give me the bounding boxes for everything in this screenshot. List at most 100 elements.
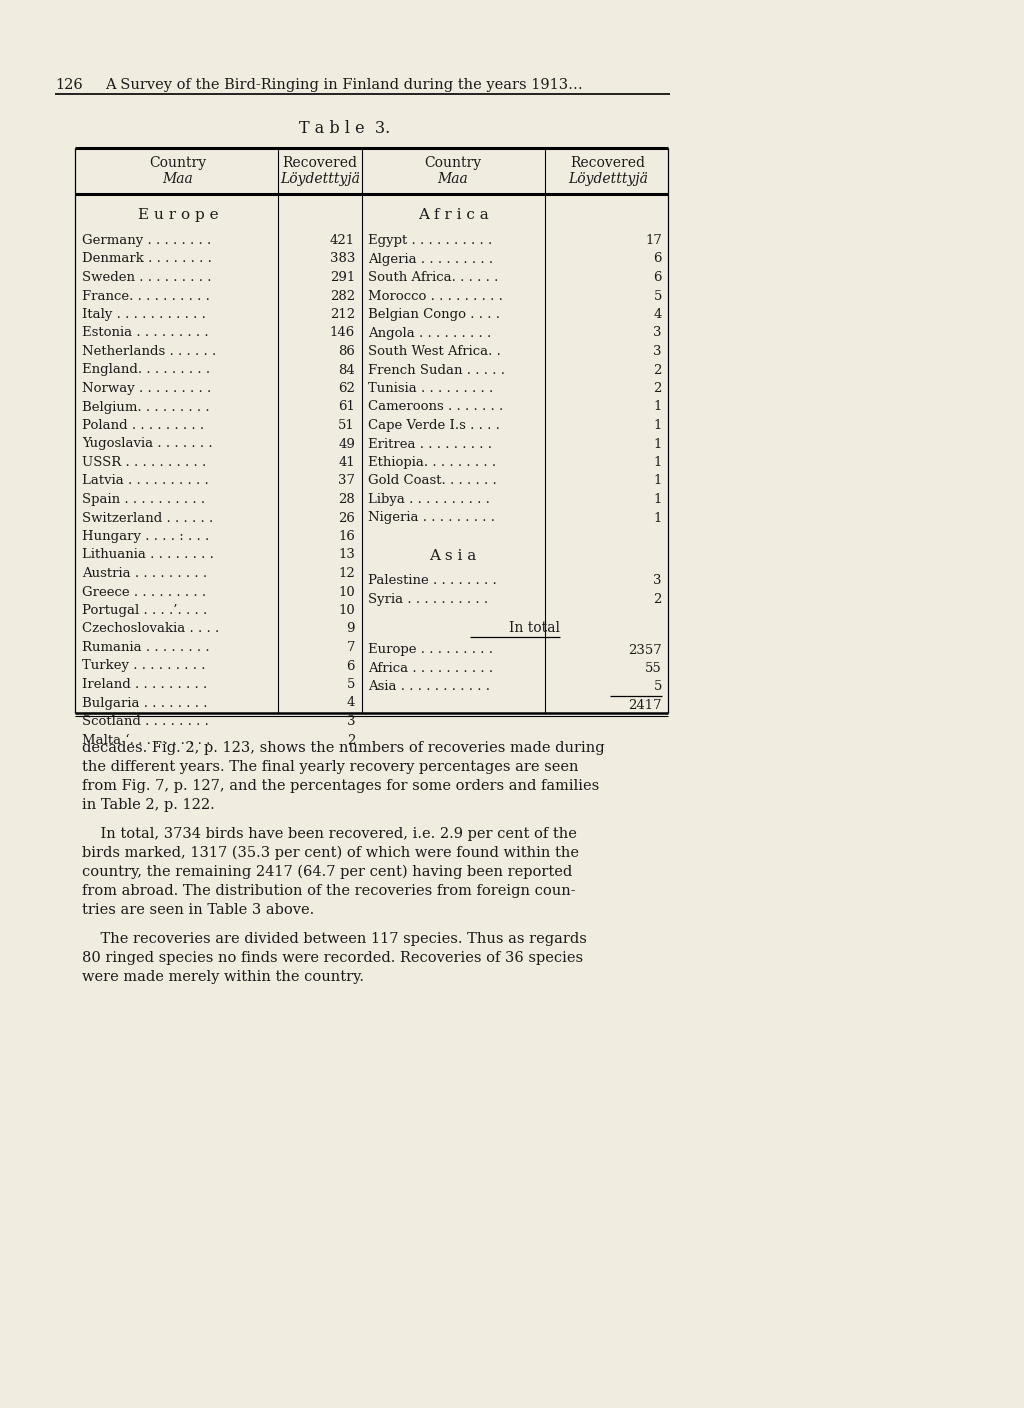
Text: Norway . . . . . . . . .: Norway . . . . . . . . .	[82, 382, 211, 396]
Text: Latvia . . . . . . . . . .: Latvia . . . . . . . . . .	[82, 474, 209, 487]
Text: Africa . . . . . . . . . .: Africa . . . . . . . . . .	[368, 662, 494, 674]
Text: Syria . . . . . . . . . .: Syria . . . . . . . . . .	[368, 593, 488, 605]
Text: 3: 3	[653, 327, 662, 339]
Text: Algeria . . . . . . . . .: Algeria . . . . . . . . .	[368, 252, 494, 266]
Text: Cape Verde I.s . . . .: Cape Verde I.s . . . .	[368, 420, 500, 432]
Text: Italy . . . . . . . . . . .: Italy . . . . . . . . . . .	[82, 308, 206, 321]
Text: Ireland . . . . . . . . .: Ireland . . . . . . . . .	[82, 679, 207, 691]
Text: Hungary . . . . : . . .: Hungary . . . . : . . .	[82, 529, 209, 543]
Text: Eritrea . . . . . . . . .: Eritrea . . . . . . . . .	[368, 438, 492, 451]
Text: Country: Country	[150, 156, 207, 170]
Text: Palestine . . . . . . . .: Palestine . . . . . . . .	[368, 574, 497, 587]
Text: A f r i c a: A f r i c a	[418, 208, 488, 222]
Text: 2: 2	[347, 734, 355, 746]
Text: Rumania . . . . . . . .: Rumania . . . . . . . .	[82, 641, 210, 653]
Text: 3: 3	[346, 715, 355, 728]
Text: 55: 55	[645, 662, 662, 674]
Text: France. . . . . . . . . .: France. . . . . . . . . .	[82, 290, 210, 303]
Text: Estonia . . . . . . . . .: Estonia . . . . . . . . .	[82, 327, 209, 339]
Text: Czechoslovakia . . . .: Czechoslovakia . . . .	[82, 622, 219, 635]
Text: 7: 7	[346, 641, 355, 653]
Text: the different years. The final yearly recovery percentages are seen: the different years. The final yearly re…	[82, 760, 579, 774]
Text: Cameroons . . . . . . .: Cameroons . . . . . . .	[368, 400, 503, 414]
Text: USSR . . . . . . . . . .: USSR . . . . . . . . . .	[82, 456, 206, 469]
Text: Sweden . . . . . . . . .: Sweden . . . . . . . . .	[82, 270, 212, 284]
Text: 1: 1	[653, 474, 662, 487]
Text: Morocco . . . . . . . . .: Morocco . . . . . . . . .	[368, 290, 503, 303]
Text: Country: Country	[424, 156, 481, 170]
Text: 421: 421	[330, 234, 355, 246]
Text: Portugal . . . .’. . . .: Portugal . . . .’. . . .	[82, 604, 207, 617]
Text: Löydetttyjä: Löydetttyjä	[568, 172, 648, 186]
Text: Yugoslavia . . . . . . .: Yugoslavia . . . . . . .	[82, 438, 213, 451]
Text: birds marked, 1317 (35.3 per cent) of which were found within the: birds marked, 1317 (35.3 per cent) of wh…	[82, 846, 579, 860]
Text: 28: 28	[338, 493, 355, 505]
Text: 80 ringed species no finds were recorded. Recoveries of 36 species: 80 ringed species no finds were recorded…	[82, 950, 583, 964]
Text: 1: 1	[653, 438, 662, 451]
Text: 2: 2	[653, 363, 662, 376]
Text: 4: 4	[347, 697, 355, 710]
Text: Poland . . . . . . . . .: Poland . . . . . . . . .	[82, 420, 204, 432]
Text: 10: 10	[338, 604, 355, 617]
Text: 2417: 2417	[629, 698, 662, 712]
Text: Löydetttyjä: Löydetttyjä	[280, 172, 360, 186]
Text: Greece . . . . . . . . .: Greece . . . . . . . . .	[82, 586, 206, 598]
Text: 37: 37	[338, 474, 355, 487]
Text: 26: 26	[338, 511, 355, 525]
Text: England. . . . . . . . .: England. . . . . . . . .	[82, 363, 210, 376]
Text: tries are seen in Table 3 above.: tries are seen in Table 3 above.	[82, 903, 314, 917]
Text: 13: 13	[338, 549, 355, 562]
Text: Switzerland . . . . . .: Switzerland . . . . . .	[82, 511, 213, 525]
Text: E u r o p e: E u r o p e	[137, 208, 218, 222]
Text: 2357: 2357	[629, 643, 662, 656]
Text: decades. Fig. 2, p. 123, shows the numbers of recoveries made during: decades. Fig. 2, p. 123, shows the numbe…	[82, 741, 604, 755]
Text: In total, 3734 birds have been recovered, i.e. 2.9 per cent of the: In total, 3734 birds have been recovered…	[82, 826, 577, 841]
Text: Maa: Maa	[437, 172, 468, 186]
Text: Lithuania . . . . . . . .: Lithuania . . . . . . . .	[82, 549, 214, 562]
Text: 49: 49	[338, 438, 355, 451]
Text: 212: 212	[330, 308, 355, 321]
Text: Tunisia . . . . . . . . .: Tunisia . . . . . . . . .	[368, 382, 494, 396]
Text: Germany . . . . . . . .: Germany . . . . . . . .	[82, 234, 211, 246]
Text: French Sudan . . . . .: French Sudan . . . . .	[368, 363, 505, 376]
Text: Libya . . . . . . . . . .: Libya . . . . . . . . . .	[368, 493, 489, 505]
Text: 5: 5	[653, 680, 662, 694]
Text: from abroad. The distribution of the recoveries from foreign coun-: from abroad. The distribution of the rec…	[82, 884, 575, 898]
Text: 61: 61	[338, 400, 355, 414]
Text: 16: 16	[338, 529, 355, 543]
Text: 62: 62	[338, 382, 355, 396]
Text: 17: 17	[645, 234, 662, 246]
Text: 3: 3	[653, 345, 662, 358]
Text: 5: 5	[653, 290, 662, 303]
Text: Belgium. . . . . . . . .: Belgium. . . . . . . . .	[82, 400, 210, 414]
Text: 2: 2	[653, 593, 662, 605]
Text: 1: 1	[653, 456, 662, 469]
Text: 12: 12	[338, 567, 355, 580]
Text: Bulgaria . . . . . . . .: Bulgaria . . . . . . . .	[82, 697, 208, 710]
Text: Netherlands . . . . . .: Netherlands . . . . . .	[82, 345, 216, 358]
Text: Nigeria . . . . . . . . .: Nigeria . . . . . . . . .	[368, 511, 495, 525]
Text: In total: In total	[509, 621, 560, 635]
Text: 6: 6	[653, 270, 662, 284]
Text: were made merely within the country.: were made merely within the country.	[82, 970, 364, 984]
Text: 2: 2	[653, 382, 662, 396]
Text: Austria . . . . . . . . .: Austria . . . . . . . . .	[82, 567, 207, 580]
Text: A s i a: A s i a	[429, 549, 476, 563]
Text: 1: 1	[653, 511, 662, 525]
Text: Scotland . . . . . . . .: Scotland . . . . . . . .	[82, 715, 209, 728]
Text: Egypt . . . . . . . . . .: Egypt . . . . . . . . . .	[368, 234, 493, 246]
Text: Ethiopia. . . . . . . . .: Ethiopia. . . . . . . . .	[368, 456, 496, 469]
Text: 6: 6	[346, 659, 355, 673]
Text: 86: 86	[338, 345, 355, 358]
Text: 3: 3	[653, 574, 662, 587]
Text: Turkey . . . . . . . . .: Turkey . . . . . . . . .	[82, 659, 206, 673]
Text: A Survey of the Bird-Ringing in Finland during the years 1913…: A Survey of the Bird-Ringing in Finland …	[105, 77, 583, 92]
Text: 4: 4	[653, 308, 662, 321]
Text: South Africa. . . . . .: South Africa. . . . . .	[368, 270, 499, 284]
Text: The recoveries are divided between 117 species. Thus as regards: The recoveries are divided between 117 s…	[82, 932, 587, 946]
Text: 126: 126	[55, 77, 83, 92]
Text: from Fig. 7, p. 127, and the percentages for some orders and families: from Fig. 7, p. 127, and the percentages…	[82, 779, 599, 793]
Text: 6: 6	[653, 252, 662, 266]
Text: Europe . . . . . . . . .: Europe . . . . . . . . .	[368, 643, 493, 656]
Text: 84: 84	[338, 363, 355, 376]
